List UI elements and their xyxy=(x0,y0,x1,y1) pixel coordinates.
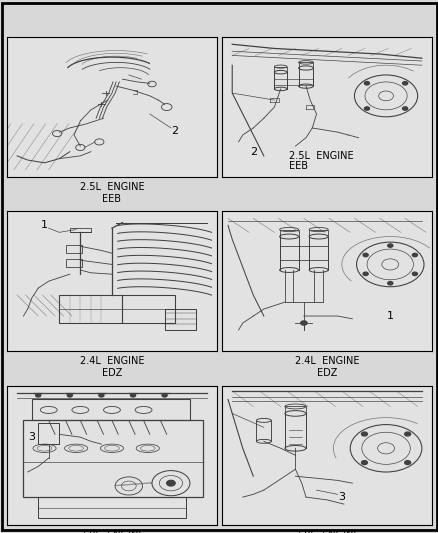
Circle shape xyxy=(99,394,104,397)
Text: 2: 2 xyxy=(171,126,178,136)
Circle shape xyxy=(166,480,175,486)
Circle shape xyxy=(402,107,407,110)
Circle shape xyxy=(67,394,72,397)
Bar xyxy=(38,497,185,518)
Circle shape xyxy=(364,107,369,110)
Text: 2.4L  ENGINE: 2.4L ENGINE xyxy=(80,356,144,366)
Bar xyxy=(65,259,82,267)
Circle shape xyxy=(364,82,369,85)
Text: 2.0L  ENGINE: 2.0L ENGINE xyxy=(294,530,358,533)
Bar xyxy=(122,295,175,323)
Text: 2.0L  ENGINE: 2.0L ENGINE xyxy=(80,530,144,533)
Bar xyxy=(23,421,202,497)
Circle shape xyxy=(362,253,367,257)
Circle shape xyxy=(130,394,135,397)
Circle shape xyxy=(404,461,410,465)
Text: 2.5L  ENGINE: 2.5L ENGINE xyxy=(289,151,353,161)
Text: 2.5L  ENGINE: 2.5L ENGINE xyxy=(79,182,144,192)
Text: 1: 1 xyxy=(386,311,393,321)
Circle shape xyxy=(360,461,367,465)
Bar xyxy=(32,400,190,421)
Text: EDZ: EDZ xyxy=(102,368,122,378)
Bar xyxy=(65,245,82,253)
Text: 3: 3 xyxy=(338,492,345,502)
Text: 1: 1 xyxy=(41,220,48,230)
Circle shape xyxy=(387,244,392,247)
Circle shape xyxy=(162,394,167,397)
Text: EDZ: EDZ xyxy=(316,368,336,378)
Bar xyxy=(164,309,196,330)
Text: 2.4L  ENGINE: 2.4L ENGINE xyxy=(294,356,358,366)
Circle shape xyxy=(360,432,367,436)
Circle shape xyxy=(411,272,417,276)
Circle shape xyxy=(300,321,306,325)
Bar xyxy=(38,423,59,444)
Circle shape xyxy=(411,253,417,257)
Circle shape xyxy=(362,272,367,276)
Text: EEB: EEB xyxy=(102,194,121,204)
Circle shape xyxy=(404,432,410,436)
Text: 2: 2 xyxy=(249,147,256,157)
Text: 3: 3 xyxy=(28,432,35,442)
Circle shape xyxy=(387,281,392,285)
Text: EEB: EEB xyxy=(289,160,307,171)
Circle shape xyxy=(35,394,41,397)
Circle shape xyxy=(402,82,407,85)
Bar xyxy=(59,295,122,323)
